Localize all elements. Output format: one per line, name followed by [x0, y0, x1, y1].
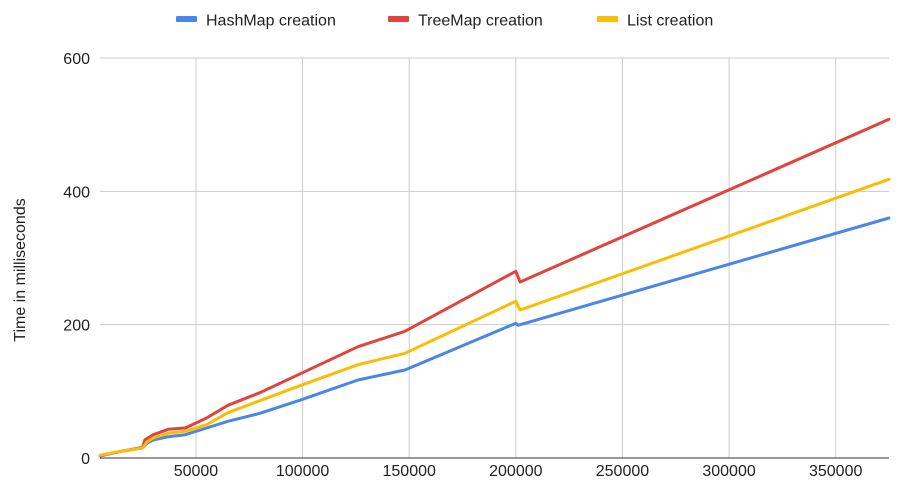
x-tick-label-300000: 300000	[702, 463, 755, 480]
x-tick-label-50000: 50000	[174, 463, 219, 480]
legend-item-hashmap-creation: HashMap creation	[176, 13, 336, 30]
x-gridlines	[195, 58, 837, 458]
legend-label: TreeMap creation	[418, 13, 543, 30]
y-tick-labels: 0 200 400 600	[63, 51, 90, 468]
legend-swatch	[597, 16, 618, 22]
x-tick-label-250000: 250000	[596, 463, 649, 480]
legend-swatch	[388, 16, 409, 22]
y-tick-label-400: 400	[63, 184, 90, 201]
x-tick-label-350000: 350000	[809, 463, 862, 480]
series-lines	[98, 117, 891, 458]
x-tick-labels: 50000 100000 150000 200000 250000 300000 35000…	[174, 463, 863, 480]
y-axis-label: Time in milliseconds	[12, 198, 29, 341]
legend-swatch	[176, 16, 197, 22]
y-tick-label-0: 0	[81, 451, 90, 468]
legend-item-treemap-creation: TreeMap creation	[388, 13, 543, 30]
x-tick-label-150000: 150000	[383, 463, 436, 480]
series-line-treemap-creation	[98, 117, 891, 457]
y-gridlines	[100, 57, 889, 459]
legend-item-list-creation: List creation	[597, 13, 713, 30]
x-tick-label-200000: 200000	[489, 463, 542, 480]
legend-label: HashMap creation	[206, 13, 336, 30]
legend-label: List creation	[627, 13, 713, 30]
legend: HashMap creation TreeMap creation List cre…	[176, 13, 713, 30]
series-line-hashmap-creation	[98, 216, 891, 458]
y-tick-label-200: 200	[63, 318, 90, 335]
x-tick-label-100000: 100000	[276, 463, 329, 480]
y-tick-label-600: 600	[63, 51, 90, 68]
series-line-list-creation	[98, 177, 891, 457]
